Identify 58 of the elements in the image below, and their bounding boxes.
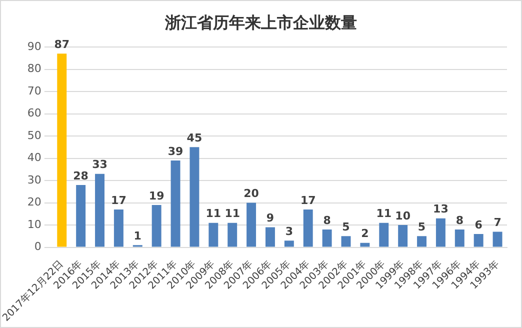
y-tick-label: 30: [27, 173, 42, 186]
y-tick-label: 50: [27, 128, 42, 142]
data-label: 20: [244, 187, 260, 200]
y-tick-label: 80: [27, 62, 42, 76]
bar: [322, 230, 332, 247]
bar: [474, 234, 484, 247]
bar: [492, 232, 502, 247]
data-label: 3: [285, 224, 293, 238]
bar: [152, 205, 162, 247]
data-label: 7: [494, 216, 502, 230]
data-label: 8: [323, 214, 331, 227]
y-tick-label: 70: [27, 84, 42, 98]
data-label: 1: [134, 229, 142, 242]
data-label: 19: [148, 189, 164, 202]
data-label: 5: [342, 220, 350, 234]
data-label: 2: [361, 227, 369, 240]
bar: [228, 222, 238, 247]
data-label: 33: [92, 158, 108, 172]
bar: [284, 240, 294, 247]
data-label: 9: [266, 212, 274, 225]
data-label: 17: [300, 194, 316, 207]
chart-title: 浙江省历年来上市企业数量: [164, 13, 358, 34]
y-tick-label: 40: [27, 151, 42, 164]
data-label: 11: [206, 207, 222, 220]
bar: [436, 218, 446, 247]
bar: [360, 242, 370, 247]
data-label: 28: [73, 169, 88, 182]
y-tick-label: 0: [34, 240, 42, 254]
y-tick-label: 10: [27, 218, 42, 231]
data-label: 5: [418, 220, 426, 234]
data-label: 10: [395, 209, 411, 222]
data-label: 87: [54, 38, 70, 52]
data-label: 39: [168, 144, 184, 158]
bar: [95, 174, 104, 247]
y-tick-label: 20: [27, 196, 42, 209]
bar: [341, 236, 351, 247]
bar: [265, 227, 275, 247]
bar: [454, 230, 464, 247]
data-label: 45: [186, 132, 202, 145]
bar: [76, 184, 86, 247]
data-label: 13: [433, 202, 448, 216]
data-label: 11: [224, 207, 240, 220]
data-label: 17: [111, 194, 126, 207]
y-tick-label: 60: [27, 106, 42, 120]
bar: [417, 236, 426, 247]
bar: [303, 209, 313, 247]
bar: [246, 202, 256, 247]
bar: [170, 160, 180, 247]
data-label: 11: [376, 207, 392, 220]
data-label: 6: [474, 218, 483, 232]
bar: [379, 222, 389, 247]
bar: [57, 54, 67, 247]
bar: [114, 209, 124, 247]
bar: [398, 225, 408, 247]
data-label: 8: [456, 214, 464, 227]
bar: [190, 147, 200, 247]
y-tick-label: 90: [27, 40, 42, 53]
bar: [208, 222, 218, 247]
